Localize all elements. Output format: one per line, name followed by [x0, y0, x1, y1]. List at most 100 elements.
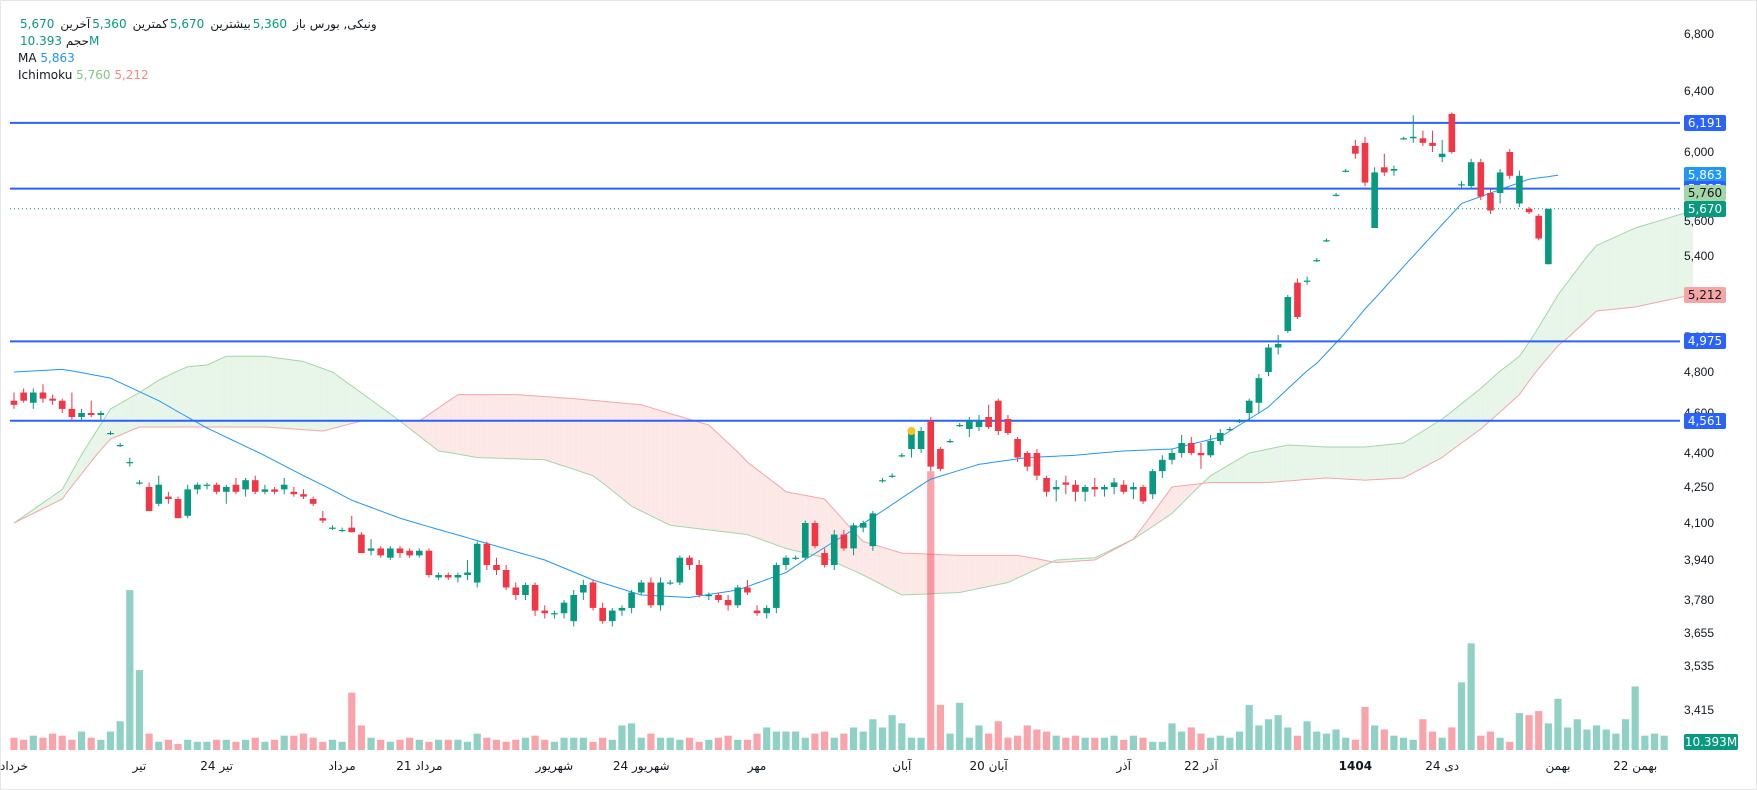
- cloud-segment: [766, 476, 777, 545]
- candle: [39, 384, 47, 403]
- candle-body: [589, 582, 597, 608]
- candle-body: [879, 480, 886, 482]
- volume-bar: [1207, 737, 1215, 750]
- candle: [1216, 429, 1224, 445]
- candle: [473, 541, 481, 588]
- candle-body: [580, 585, 587, 593]
- candle-body: [1159, 459, 1166, 472]
- volume-bar: [1014, 735, 1022, 750]
- candle-body: [87, 413, 95, 415]
- candle-body: [859, 523, 867, 528]
- time-axis[interactable]: خرداد تیر 24 تیر مرداد 21 مرداد شهریور 24 شهری…: [0, 758, 1657, 774]
- candle-body: [1361, 142, 1369, 183]
- cloud-segment: [737, 452, 748, 535]
- cloud-segment: [216, 356, 227, 427]
- volume-bar: [1322, 733, 1330, 750]
- cloud-segment: [1413, 431, 1423, 473]
- candle-body: [850, 525, 857, 549]
- candle: [145, 482, 153, 511]
- candle: [10, 392, 18, 409]
- volume-bar: [10, 737, 18, 750]
- volume-bar: [213, 739, 221, 750]
- candle-body: [1062, 482, 1070, 485]
- candle: [975, 415, 983, 431]
- volume-bar: [184, 739, 192, 750]
- candle-body: [1313, 260, 1321, 262]
- candle-body: [10, 400, 18, 405]
- volume-bar: [1052, 735, 1060, 750]
- ichimoku-row[interactable]: Ichimoku 5,760 5,212: [18, 67, 377, 84]
- moving-average: [13, 174, 1559, 599]
- cloud-segment: [1027, 557, 1037, 574]
- price-tick-label: 3,780: [1684, 593, 1714, 607]
- candle: [300, 489, 307, 499]
- candle: [1178, 435, 1185, 458]
- volume-bar: [299, 733, 308, 750]
- cloud-segment: [1432, 419, 1443, 463]
- symbol-title[interactable]: ونیکی, بورس: [309, 17, 377, 31]
- candle: [280, 477, 288, 495]
- cloud-segment: [1365, 446, 1375, 481]
- candle: [512, 582, 520, 600]
- cloud-segment: [235, 356, 246, 427]
- candle: [377, 546, 384, 558]
- price-axis[interactable]: 3,3053,4153,5353,6553,7803,9404,1004,250…: [1684, 27, 1714, 748]
- volume-bar: [1332, 729, 1340, 750]
- cloud-segment: [1336, 447, 1346, 480]
- volume-bar: [1168, 723, 1176, 750]
- candle-body: [618, 607, 626, 611]
- candle: [966, 417, 973, 437]
- cloud-segment: [207, 360, 217, 427]
- volume-bar: [724, 735, 732, 750]
- candle-body: [1294, 282, 1301, 317]
- ma-row[interactable]: MA 5,863: [18, 50, 377, 67]
- candle-body: [637, 582, 645, 593]
- time-tick-label: آبان: [892, 758, 912, 773]
- time-tick-label: 20 آبان: [970, 758, 1009, 773]
- candle: [387, 546, 394, 560]
- cloud-segment: [1538, 311, 1549, 369]
- candle: [705, 592, 713, 600]
- candles: [10, 112, 1552, 627]
- cloud-segment: [342, 378, 352, 426]
- volume-bar: [1371, 725, 1379, 750]
- cloud-segment: [728, 443, 738, 534]
- volume-bar: [898, 723, 906, 750]
- candle-body: [251, 480, 259, 492]
- volume-bar: [1158, 741, 1166, 750]
- candle-body: [1245, 400, 1253, 413]
- volume-bar: [1641, 735, 1649, 750]
- volume-bar: [357, 725, 365, 750]
- volume-bar: [1033, 729, 1041, 750]
- candle: [956, 423, 963, 427]
- candle-body: [763, 607, 770, 614]
- candle-body: [435, 575, 442, 578]
- candle-body: [358, 534, 365, 554]
- cloud-segment: [1490, 371, 1501, 421]
- candle-body: [416, 550, 423, 556]
- volume-bar: [782, 731, 790, 750]
- candle-body: [995, 400, 1002, 431]
- candle-body: [917, 431, 925, 449]
- candle-body: [541, 610, 549, 614]
- price-label-pill: 5,212: [1684, 286, 1726, 303]
- cloud-segment: [689, 419, 700, 529]
- cloud-segment: [979, 555, 989, 589]
- candle: [676, 555, 684, 585]
- volume-bar: [1129, 735, 1137, 750]
- volume-bar: [193, 741, 201, 750]
- candle: [242, 477, 249, 497]
- candle-body: [1033, 453, 1041, 476]
- cloud-segment: [303, 361, 314, 431]
- volume-bar: [521, 737, 530, 750]
- candle: [155, 475, 163, 507]
- cloud-segment: [322, 368, 333, 431]
- candle: [830, 529, 838, 570]
- candle: [329, 525, 336, 530]
- candle: [1265, 344, 1272, 377]
- volume-bar: [20, 739, 28, 750]
- horizontal-lines[interactable]: [10, 121, 1680, 422]
- candle: [483, 541, 491, 570]
- volume-row[interactable]: حجم 10.393M: [18, 33, 377, 50]
